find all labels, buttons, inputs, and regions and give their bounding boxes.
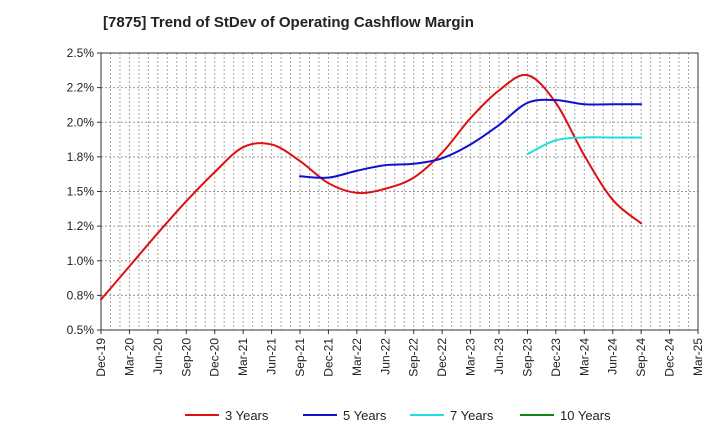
x-tick-label: Sep-23 — [520, 338, 534, 377]
chart-title: [7875] Trend of StDev of Operating Cashf… — [103, 14, 474, 31]
x-tick-label: Dec-21 — [321, 338, 335, 377]
legend-label-7-years: 7 Years — [450, 408, 494, 423]
y-tick-label: 1.0% — [67, 254, 95, 268]
x-tick-label: Mar-24 — [577, 338, 591, 376]
x-axis-ticks: Dec-19 Mar-20 Jun-20 Sep-20 Dec-20 Mar-21 Jun-… — [94, 330, 705, 377]
x-tick-label: Sep-20 — [179, 338, 193, 377]
series-lines — [100, 73, 643, 301]
y-tick-label: 2.2% — [67, 81, 95, 95]
y-tick-label: 1.5% — [67, 185, 95, 199]
y-tick-label: 0.8% — [67, 288, 95, 302]
x-tick-label: Mar-25 — [691, 338, 705, 376]
x-tick-label: Dec-20 — [208, 338, 222, 377]
y-tick-label: 0.5% — [67, 323, 95, 337]
x-tick-label: Jun-20 — [151, 338, 165, 375]
x-tick-label: Sep-22 — [407, 338, 421, 377]
y-axis-ticks: 0.5% 0.8% 1.0% 1.2% 1.5% 1.8% 2.0% 2.2% 2.5% — [67, 46, 101, 337]
legend: 3 Years 5 Years 7 Years 10 Years — [185, 408, 611, 423]
x-tick-label: Sep-21 — [293, 338, 307, 377]
y-tick-label: 2.5% — [67, 46, 95, 60]
x-tick-label: Jun-23 — [492, 338, 506, 375]
x-tick-label: Jun-24 — [606, 338, 620, 375]
y-tick-label: 2.0% — [67, 115, 95, 129]
x-tick-label: Dec-23 — [549, 338, 563, 377]
y-tick-label: 1.2% — [67, 219, 95, 233]
x-tick-label: Dec-22 — [435, 338, 449, 377]
x-tick-label: Jun-22 — [378, 338, 392, 375]
legend-label-5-years: 5 Years — [343, 408, 387, 423]
series-line-5-years — [299, 98, 643, 179]
x-tick-label: Dec-19 — [94, 338, 108, 377]
x-tick-label: Jun-21 — [265, 338, 279, 375]
x-tick-label: Sep-24 — [634, 338, 648, 377]
legend-label-3-years: 3 Years — [225, 408, 269, 423]
y-tick-label: 1.8% — [67, 150, 95, 164]
x-tick-label: Mar-21 — [236, 338, 250, 376]
series-line-7-years — [526, 136, 643, 156]
x-tick-label: Mar-20 — [122, 338, 136, 376]
legend-label-10-years: 10 Years — [560, 408, 611, 423]
x-tick-label: Mar-22 — [350, 338, 364, 376]
x-tick-label: Dec-24 — [663, 338, 677, 377]
x-tick-label: Mar-23 — [464, 338, 478, 376]
